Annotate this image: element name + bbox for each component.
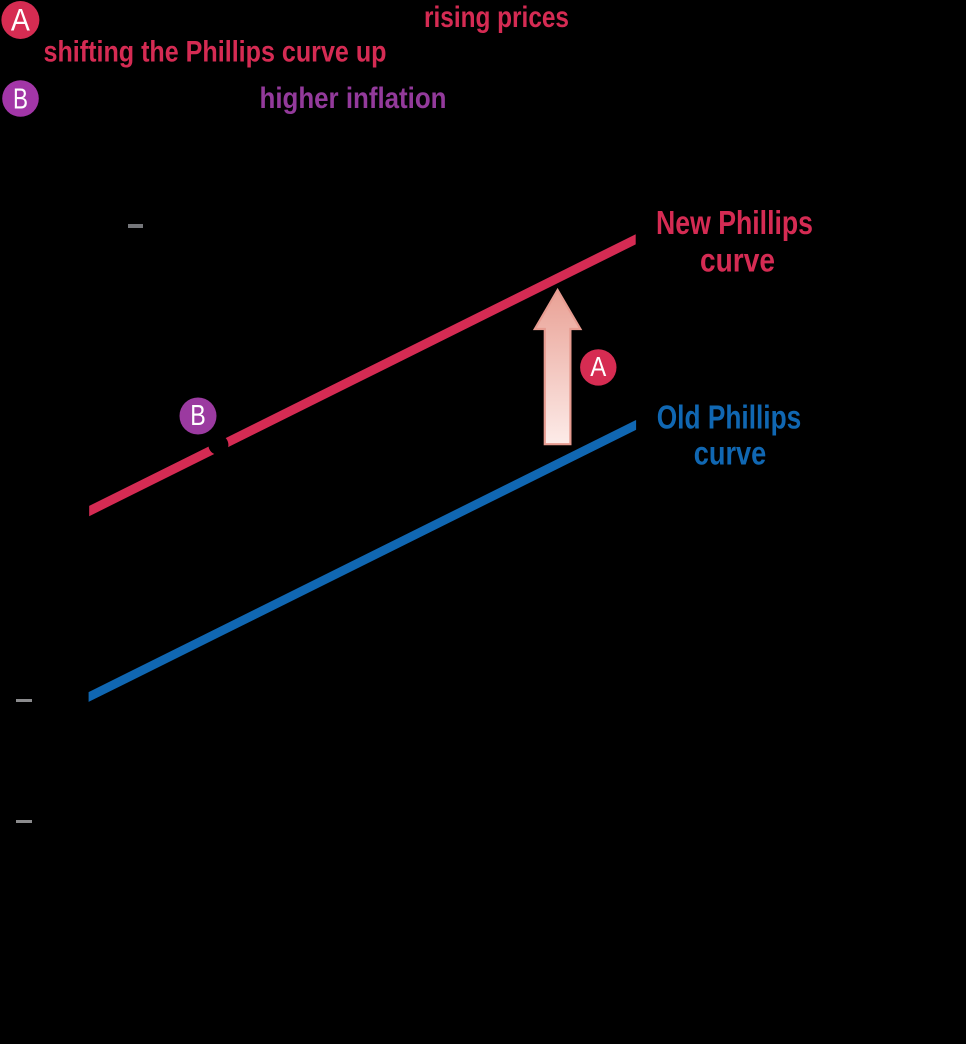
svg-text:curve: curve [700,242,775,279]
svg-text:B: B [190,400,206,432]
svg-text:A: A [11,2,30,38]
svg-text:rising prices: rising prices [424,1,569,34]
svg-text:Old Phillips: Old Phillips [657,399,802,436]
svg-text:A: A [590,351,607,382]
svg-text:B: B [13,83,28,115]
svg-text:higher inflation: higher inflation [260,82,447,115]
svg-text:New Phillips: New Phillips [656,204,813,241]
svg-text:shifting the Phillips curve up: shifting the Phillips curve up [44,36,387,69]
svg-text:curve: curve [694,435,767,472]
